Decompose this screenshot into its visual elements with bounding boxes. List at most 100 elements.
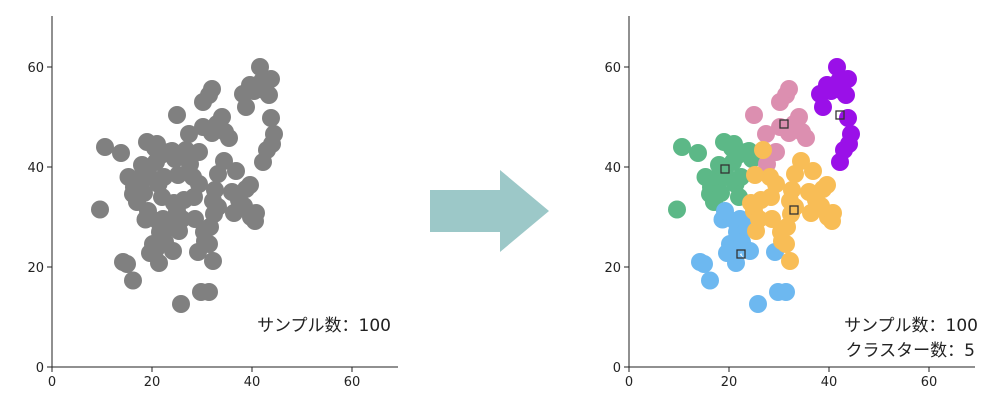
cluster-point bbox=[732, 168, 750, 186]
cluster-point bbox=[814, 98, 832, 116]
right-y-tick-label: 60 bbox=[604, 61, 621, 76]
right-x-tick-label: 60 bbox=[921, 375, 938, 390]
centroid-marker bbox=[720, 164, 730, 174]
cluster-point bbox=[818, 176, 836, 194]
scatter-point bbox=[204, 252, 222, 270]
cluster-point bbox=[837, 86, 855, 104]
left-scatter-chart: 0 20 40 60 0 20 40 60 サンプル数：100 bbox=[27, 16, 398, 390]
scatter-point bbox=[192, 283, 210, 301]
scatter-point bbox=[135, 184, 153, 202]
right-y-tick-label: 40 bbox=[604, 161, 621, 176]
scatter-point bbox=[251, 58, 269, 76]
cluster-point bbox=[727, 254, 745, 272]
scatter-point bbox=[215, 152, 233, 170]
cluster-point bbox=[749, 295, 767, 313]
scatter-point bbox=[206, 181, 224, 199]
scatter-point bbox=[254, 153, 272, 171]
cluster-point bbox=[757, 125, 775, 143]
left-y-tick-label: 20 bbox=[27, 261, 44, 276]
right-cluster-count-label: クラスター数：5 bbox=[846, 341, 975, 361]
scatter-point bbox=[227, 162, 245, 180]
scatter-point bbox=[124, 271, 142, 290]
scatter-point bbox=[203, 80, 221, 98]
right-sample-count-label: サンプル数：100 bbox=[844, 316, 978, 336]
scatter-point bbox=[180, 125, 198, 143]
left-y-tick-label: 60 bbox=[27, 61, 44, 76]
cluster-point bbox=[767, 175, 785, 193]
right-y-tick-label: 0 bbox=[613, 361, 621, 376]
cluster-point bbox=[783, 181, 801, 199]
centroid-marker bbox=[779, 119, 789, 129]
cluster-point bbox=[839, 70, 857, 88]
left-sample-count-label: サンプル数：100 bbox=[257, 316, 391, 336]
arrow-right-icon bbox=[430, 170, 549, 252]
scatter-point bbox=[213, 108, 231, 126]
cluster-point bbox=[701, 271, 719, 290]
scatter-point bbox=[96, 138, 114, 156]
right-x-tick-label: 40 bbox=[821, 375, 838, 390]
cluster-point bbox=[804, 162, 822, 180]
scatter-point bbox=[190, 143, 208, 161]
cluster-point bbox=[745, 106, 763, 124]
cluster-point bbox=[750, 210, 768, 228]
cluster-point bbox=[831, 153, 849, 171]
left-y-tick-label: 40 bbox=[27, 161, 44, 176]
scatter-point bbox=[169, 166, 187, 184]
cluster-point bbox=[754, 141, 772, 159]
scatter-point bbox=[262, 109, 280, 127]
cluster-point bbox=[668, 200, 686, 219]
right-ticks-layer: 0 20 40 60 0 20 40 60 bbox=[604, 61, 937, 390]
centroid-marker bbox=[736, 249, 746, 259]
right-centroids-layer bbox=[720, 110, 845, 259]
cluster-point bbox=[763, 210, 781, 228]
cluster-point bbox=[741, 242, 759, 260]
cluster-point bbox=[673, 138, 691, 156]
scatter-point bbox=[205, 205, 223, 223]
scatter-point bbox=[220, 129, 238, 147]
left-x-tick-label: 20 bbox=[144, 375, 161, 390]
left-x-tick-label: 60 bbox=[344, 375, 361, 390]
scatter-point bbox=[118, 255, 136, 273]
cluster-point bbox=[781, 252, 799, 270]
cluster-point bbox=[824, 204, 842, 222]
right-points-layer bbox=[668, 58, 860, 313]
centroid-marker bbox=[835, 110, 845, 120]
cluster-point bbox=[790, 108, 808, 126]
cluster-point bbox=[792, 152, 810, 170]
scatter-point bbox=[262, 70, 280, 88]
scatter-point bbox=[237, 98, 255, 116]
cluster-point bbox=[828, 58, 846, 76]
left-ticks-layer: 0 20 40 60 0 20 40 60 bbox=[27, 61, 360, 390]
left-points-layer bbox=[91, 58, 283, 313]
scatter-point bbox=[155, 168, 173, 186]
scatter-point bbox=[241, 176, 259, 194]
cluster-point bbox=[746, 166, 764, 184]
scatter-point bbox=[173, 210, 191, 228]
centroid-marker bbox=[789, 205, 799, 215]
cluster-point bbox=[780, 80, 798, 98]
scatter-point bbox=[186, 210, 204, 228]
scatter-point bbox=[247, 204, 265, 222]
scatter-point bbox=[91, 200, 109, 219]
left-x-tick-label: 40 bbox=[244, 375, 261, 390]
scatter-point bbox=[172, 295, 190, 313]
cluster-point bbox=[689, 144, 707, 162]
scatter-point bbox=[190, 175, 208, 193]
scatter-point bbox=[112, 144, 130, 162]
scatter-point bbox=[150, 254, 168, 272]
cluster-point bbox=[839, 109, 857, 127]
left-x-tick-label: 0 bbox=[48, 375, 56, 390]
cluster-point bbox=[712, 184, 730, 202]
right-clustered-scatter-chart: 0 20 40 60 0 20 40 60 サンプル数：100 クラスター数：5 bbox=[604, 16, 978, 390]
cluster-point bbox=[797, 129, 815, 147]
left-y-tick-label: 0 bbox=[36, 361, 44, 376]
right-y-tick-label: 20 bbox=[604, 261, 621, 276]
cluster-point bbox=[777, 283, 795, 301]
cluster-point bbox=[777, 235, 795, 253]
scatter-point bbox=[168, 106, 186, 124]
cluster-point bbox=[695, 255, 713, 273]
scatter-point bbox=[260, 86, 278, 104]
right-x-tick-label: 20 bbox=[721, 375, 738, 390]
scatter-point bbox=[200, 235, 218, 253]
